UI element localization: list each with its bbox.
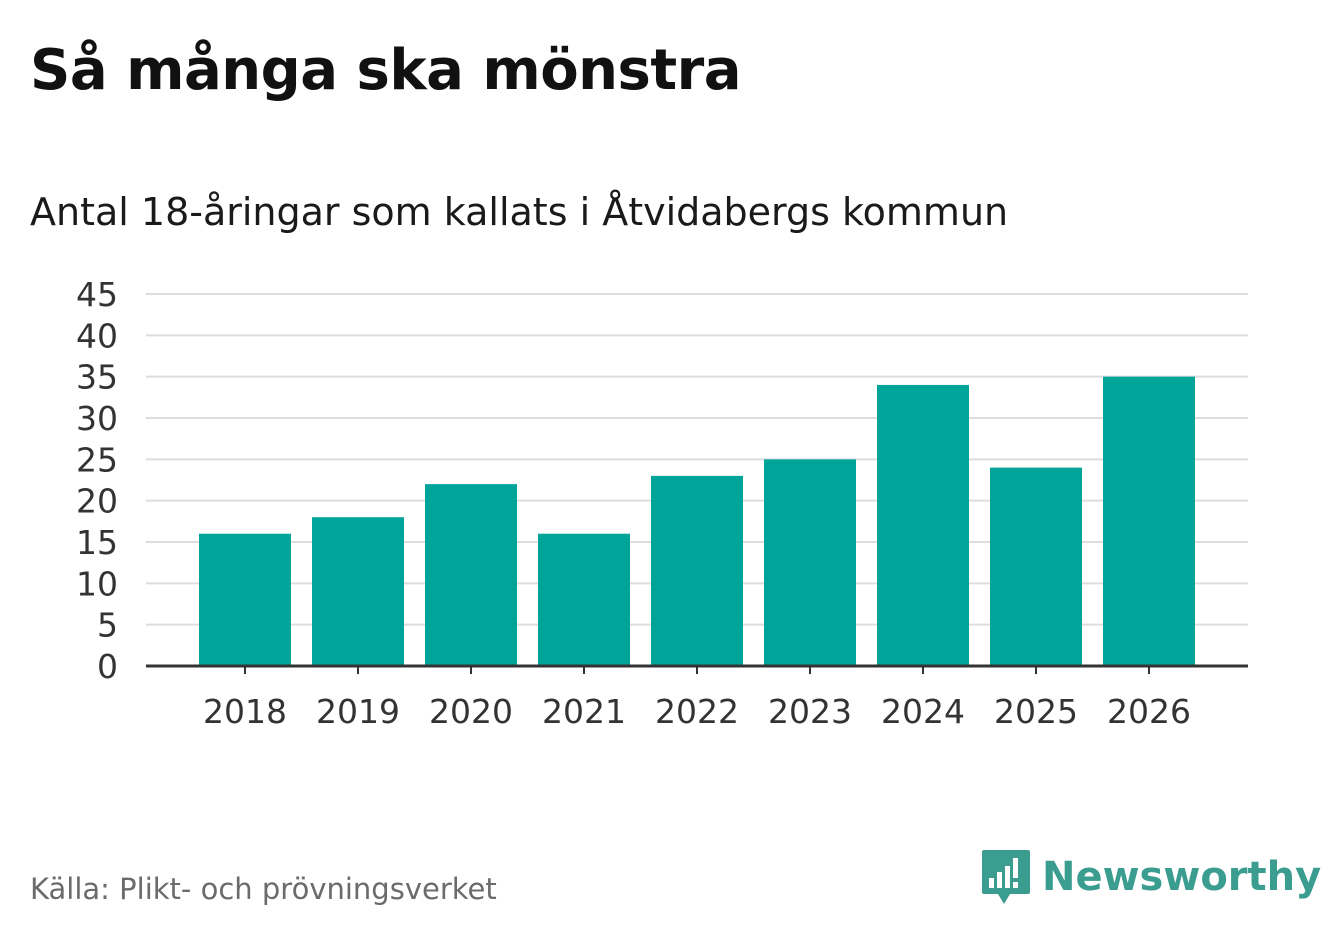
chart-subtitle: Antal 18-åringar som kallats i Åtvidaber… xyxy=(30,190,1009,234)
bar-2021 xyxy=(538,533,630,666)
y-tick-label: 5 xyxy=(97,606,118,645)
y-tick-label: 40 xyxy=(76,316,118,355)
x-tick-label: 2021 xyxy=(542,692,626,731)
y-tick-label: 10 xyxy=(76,564,118,603)
x-tick-label: 2020 xyxy=(429,692,513,731)
bar-2023 xyxy=(764,459,856,666)
y-tick-label: 20 xyxy=(76,482,118,521)
x-tick-label: 2026 xyxy=(1107,692,1191,731)
x-tick-label: 2024 xyxy=(881,692,965,731)
bar-2019 xyxy=(312,517,404,666)
x-tick-label: 2022 xyxy=(655,692,739,731)
bar-2020 xyxy=(425,484,517,666)
y-tick-label: 15 xyxy=(76,523,118,562)
bars xyxy=(199,376,1195,666)
y-tick-label: 30 xyxy=(76,399,118,438)
source-note: Källa: Plikt- och prövningsverket xyxy=(30,872,497,906)
y-tick-label: 35 xyxy=(76,358,118,397)
x-tick-label: 2023 xyxy=(768,692,852,731)
x-tick-label: 2018 xyxy=(203,692,287,731)
bar-2025 xyxy=(990,467,1082,666)
brand-name: Newsworthy xyxy=(1042,854,1322,900)
bar-2026 xyxy=(1103,376,1195,666)
y-tick-label: 0 xyxy=(97,647,118,686)
x-tick-label: 2025 xyxy=(994,692,1078,731)
brand-logo: Newsworthy xyxy=(980,848,1321,906)
y-tick-label: 25 xyxy=(76,440,118,479)
bar-2024 xyxy=(877,384,969,666)
y-tick-label: 45 xyxy=(76,275,118,314)
x-tick-label: 2019 xyxy=(316,692,400,731)
bar-chart-speech-bubble-icon xyxy=(982,850,1030,904)
bar-2022 xyxy=(651,475,743,666)
bar-2018 xyxy=(199,533,291,666)
chart-title: Så många ska mönstra xyxy=(30,38,742,103)
